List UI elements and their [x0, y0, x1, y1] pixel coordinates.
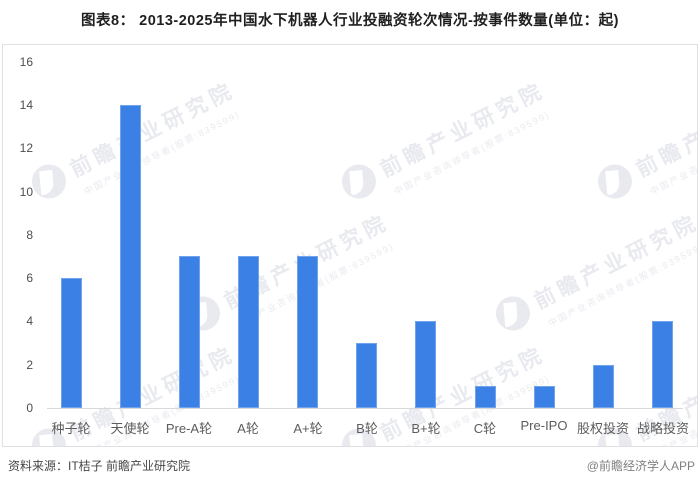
source-note: 资料来源：IT桔子 前瞻产业研究院 [8, 459, 190, 473]
bar [652, 321, 673, 408]
y-tick-label: 8 [26, 227, 33, 242]
qianzhan-logo-icon [336, 158, 382, 205]
bar [61, 278, 82, 408]
x-category-label: 股权投资 [576, 421, 629, 436]
watermark-sub-text: 中国产业咨询领导者(股票:839599) [546, 241, 698, 329]
watermark-sub-text: 中国产业咨询领导者(股票:839599) [392, 109, 552, 197]
bar [475, 386, 496, 408]
watermark-sub-text: 中国产业咨询领导者(股票:839599) [648, 109, 698, 197]
x-category-label: B+轮 [411, 421, 441, 436]
y-tick-label: 12 [19, 141, 33, 156]
bar [415, 321, 436, 408]
bar [297, 256, 318, 408]
y-tick-label: 0 [26, 401, 33, 415]
chart-title: 图表8： 2013-2025年中国水下机器人行业投融资轮次情况-按事件数量(单位… [81, 13, 619, 29]
watermark-sub-text: 中国产业咨询领导者(股票:839599) [82, 109, 242, 197]
x-axis-line [47, 408, 683, 409]
x-category-label: A轮 [237, 421, 259, 436]
watermark-main-text: 前瞻产业研究院 [530, 210, 698, 314]
bar [179, 256, 200, 408]
bar [120, 105, 141, 408]
bar [356, 343, 377, 408]
y-tick-label: 10 [19, 184, 33, 199]
credit-note: @前瞻经济学人APP [586, 459, 695, 473]
x-category-label: 战略投资 [636, 421, 689, 436]
y-tick-label: 14 [19, 97, 33, 112]
watermark-main-text: 前瞻产业研究院 [376, 78, 550, 182]
x-category-label: C轮 [473, 421, 497, 436]
watermark-sub-text: 中国产业咨询领导者(股票:839599) [236, 236, 402, 329]
x-category-label: Pre-A轮 [165, 421, 213, 436]
watermark-main-text: 前瞻产业研究院 [66, 78, 240, 182]
watermark-main-text: 前瞻产业研究院 [632, 78, 698, 182]
y-tick-label: 4 [26, 314, 33, 329]
y-tick-label: 16 [19, 54, 33, 69]
chart-panel: 前瞻产业研究院 中国产业咨询领导者(股票:839599) 前瞻产业研究院 中国产业咨询… [2, 44, 698, 447]
y-tick-label: 2 [26, 357, 33, 372]
x-category-label: Pre-IPO [520, 418, 568, 433]
bar [534, 386, 555, 408]
x-category-label: B轮 [356, 421, 378, 436]
x-category-label: 种子轮 [51, 421, 91, 436]
y-tick-label: 6 [26, 271, 33, 286]
x-category-label: A+轮 [293, 421, 323, 436]
qianzhan-logo-icon [592, 158, 638, 205]
x-category-label: 天使轮 [110, 421, 150, 436]
bar [593, 365, 614, 408]
qianzhan-logo-icon [490, 290, 536, 337]
bar [238, 256, 259, 408]
